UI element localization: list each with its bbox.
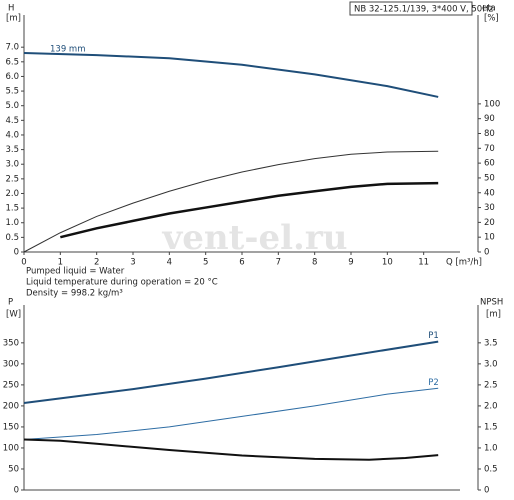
y2-tick-label: 60 — [484, 159, 495, 169]
y-tick-label: 5.0 — [5, 101, 19, 111]
x-tick-label: 0 — [21, 258, 26, 268]
y2-tick-label: 80 — [484, 129, 495, 139]
curve-label: P2 — [428, 378, 439, 388]
y2-axis-label: NPSH — [480, 298, 503, 308]
x-tick-label: 5 — [203, 258, 208, 268]
y2-tick-label: 20 — [484, 218, 495, 228]
y-axis-label: P — [8, 298, 13, 308]
x-tick-label: 1 — [58, 258, 63, 268]
y-tick-label: 3.0 — [5, 160, 19, 170]
curve — [23, 150, 439, 253]
x-axis-label: Q [m³/h] — [446, 258, 482, 268]
curve-label: 139 mm — [50, 45, 86, 55]
y-tick-label: 0.5 — [5, 233, 19, 243]
y2-tick-label: 2.5 — [484, 380, 498, 390]
y-tick-label: 250 — [3, 380, 19, 390]
x-tick-label: 9 — [348, 258, 353, 268]
y2-tick-label: 0 — [484, 248, 489, 258]
y-tick-label: 100 — [3, 443, 19, 453]
y-tick-label: 5.5 — [5, 87, 19, 97]
y-tick-label: 0 — [14, 248, 19, 258]
y2-axis-label: eta — [482, 4, 496, 14]
y-tick-label: 300 — [3, 359, 19, 369]
y2-tick-label: 70 — [484, 144, 495, 154]
x-tick-label: 8 — [312, 258, 317, 268]
y2-tick-label: 1.5 — [484, 422, 498, 432]
curve — [23, 438, 439, 461]
y-tick-label: 6.0 — [5, 72, 19, 82]
y-tick-label: 6.5 — [5, 57, 19, 67]
x-tick-label: 2 — [94, 258, 99, 268]
y-axis-unit: [m] — [6, 14, 21, 24]
curve — [60, 181, 439, 239]
header-box — [349, 1, 473, 16]
note: Liquid temperature during operation = 20… — [26, 278, 218, 288]
y2-tick-label: 0.5 — [484, 464, 498, 474]
y-tick-label: 7.0 — [5, 43, 19, 53]
y-tick-label: 1.0 — [5, 218, 19, 228]
y-tick-label: 200 — [3, 401, 19, 411]
y2-tick-label: 0 — [484, 486, 489, 496]
header: NB 32-125.1/139, 3*400 V, 50Hz — [354, 5, 494, 15]
x-tick-label: 6 — [239, 258, 244, 268]
y-tick-label: 0 — [14, 486, 19, 496]
y-axis-label: H — [8, 4, 14, 14]
curve — [23, 387, 439, 441]
y2-tick-label: 30 — [484, 203, 495, 213]
x-tick-label: 11 — [418, 258, 429, 268]
note: Density = 998.2 kg/m³ — [26, 289, 123, 299]
y2-tick-label: 3.5 — [484, 338, 498, 348]
y-tick-label: 4.5 — [5, 116, 19, 126]
y-tick-label: 3.5 — [5, 145, 19, 155]
y-tick-label: 2.0 — [5, 189, 19, 199]
y-tick-label: 1.5 — [5, 204, 19, 214]
y-tick-label: 150 — [3, 422, 19, 432]
y-tick-label: 350 — [3, 338, 19, 348]
curve-label: P1 — [428, 331, 439, 341]
y-tick-label: 50 — [8, 464, 19, 474]
y2-tick-label: 10 — [484, 233, 495, 243]
note: Pumped liquid = Water — [26, 267, 125, 277]
y2-tick-label: 3.0 — [484, 359, 498, 369]
x-tick-label: 10 — [382, 258, 393, 268]
x-tick-label: 4 — [167, 258, 172, 268]
y-tick-label: 2.5 — [5, 174, 19, 184]
y2-axis-unit: [m] — [486, 310, 501, 320]
y2-tick-label: 90 — [484, 114, 495, 124]
x-tick-label: 3 — [130, 258, 135, 268]
y2-tick-label: 2.0 — [484, 401, 498, 411]
y2-tick-label: 40 — [484, 188, 495, 198]
y2-axis-unit: [%] — [484, 14, 499, 24]
curve — [23, 340, 439, 404]
y2-tick-label: 50 — [484, 173, 495, 183]
y2-tick-label: 1.0 — [484, 443, 498, 453]
curve — [23, 52, 439, 98]
x-tick-label: 7 — [276, 258, 281, 268]
y-tick-label: 4.0 — [5, 130, 19, 140]
watermark: vent-el.ru — [162, 218, 348, 258]
y2-tick-label: 100 — [484, 99, 500, 109]
y-axis-unit: [W] — [6, 310, 21, 320]
